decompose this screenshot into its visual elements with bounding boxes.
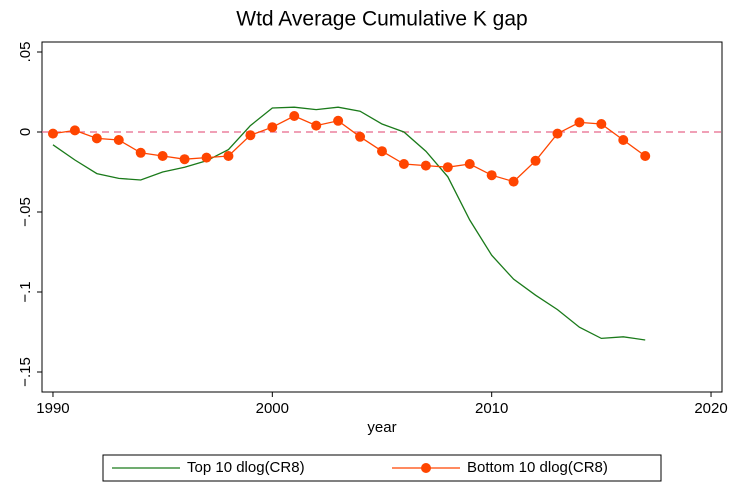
y-tick-label: 0 — [17, 128, 34, 136]
point — [552, 128, 563, 139]
x-axis-label: year — [367, 419, 396, 436]
point — [311, 120, 322, 131]
legend-label: Top 10 dlog(CR8) — [187, 459, 305, 476]
y-tick-label: −.1 — [17, 281, 34, 302]
point — [113, 135, 124, 145]
legend-label: Bottom 10 dlog(CR8) — [467, 459, 608, 476]
point — [47, 128, 58, 139]
point — [464, 159, 475, 169]
x-tick-label: 2020 — [694, 400, 727, 417]
x-tick-label: 2010 — [475, 400, 508, 417]
y-tick-label: .05 — [17, 42, 34, 63]
point — [596, 119, 607, 129]
point — [223, 151, 234, 161]
point — [69, 125, 80, 136]
chart-title: Wtd Average Cumulative K gap — [236, 8, 527, 31]
point — [179, 154, 190, 165]
point — [157, 151, 168, 161]
point — [640, 151, 651, 161]
point — [245, 130, 256, 141]
point — [574, 117, 585, 128]
plot-frame — [41, 41, 723, 393]
point — [333, 115, 344, 126]
point — [91, 133, 102, 144]
legend-marker — [421, 463, 431, 473]
point — [377, 146, 387, 157]
point — [618, 135, 629, 145]
point — [355, 131, 366, 142]
x-tick-label: 1990 — [36, 400, 69, 417]
point — [442, 162, 453, 173]
x-tick-label: 2000 — [256, 400, 289, 417]
y-tick-label: −.05 — [17, 197, 34, 227]
point — [486, 170, 497, 181]
point — [135, 147, 146, 158]
point — [267, 122, 278, 133]
legend-box — [102, 454, 662, 482]
point — [289, 111, 300, 121]
point — [530, 155, 541, 166]
series-line — [52, 115, 646, 183]
point — [420, 160, 431, 171]
y-tick-label: −.15 — [17, 357, 34, 387]
point — [201, 152, 212, 163]
point — [398, 159, 409, 169]
point — [508, 176, 519, 187]
series-line — [52, 106, 646, 341]
